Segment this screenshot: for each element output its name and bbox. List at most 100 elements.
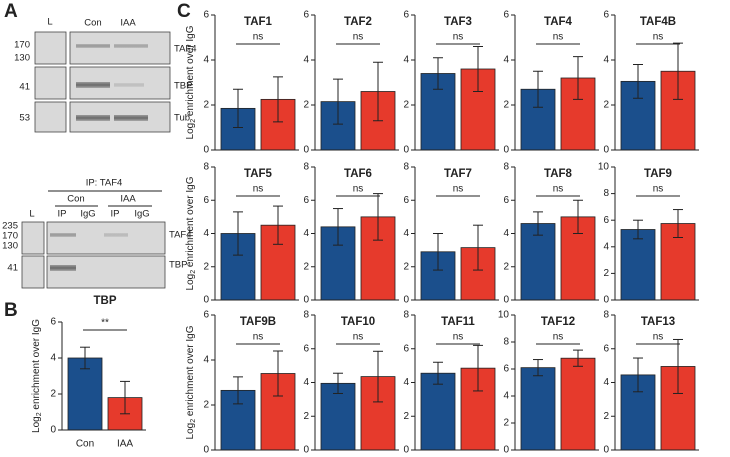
lane-label: IAA — [120, 18, 136, 29]
y-tick-label: 2 — [303, 411, 309, 422]
chart-title: TAF4 — [544, 16, 573, 28]
error-bar — [633, 357, 643, 393]
lane-label: L — [47, 17, 52, 28]
y-tick-label: 6 — [603, 343, 609, 354]
band — [76, 115, 110, 121]
y-tick-label: 0 — [403, 145, 409, 156]
y-tick-label: 2 — [303, 261, 309, 272]
blot-box — [46, 221, 166, 255]
chart-title: TAF4B — [640, 16, 676, 28]
error-bar — [233, 211, 243, 256]
significance: ns — [353, 332, 364, 343]
chart-title: TAF10 — [341, 316, 375, 328]
y-tick-label: 6 — [603, 215, 609, 226]
error-bar — [533, 359, 543, 377]
significance: ns — [253, 332, 264, 343]
y-tick-label: 4 — [203, 55, 209, 66]
x-tick-label: IAA — [117, 439, 133, 450]
error-bar — [333, 78, 343, 125]
y-tick-label: 2 — [50, 389, 56, 400]
y-tick-label: 8 — [403, 310, 409, 321]
y-tick-label: 6 — [503, 10, 509, 21]
y-tick-label: 2 — [603, 100, 609, 111]
y-tick-label: 4 — [503, 55, 509, 66]
significance: ** — [101, 318, 109, 329]
error-bar — [373, 61, 383, 122]
error-bar — [633, 219, 643, 240]
significance: ns — [453, 184, 464, 195]
y-tick-label: 2 — [203, 261, 209, 272]
significance: ns — [553, 32, 564, 43]
y-tick-label: 8 — [603, 310, 609, 321]
y-tick-label: 0 — [503, 445, 509, 456]
y-label-part: Log — [185, 423, 196, 440]
bar — [320, 382, 356, 451]
protein-label: TAF4 — [174, 44, 197, 55]
chart-title: TAF12 — [541, 316, 575, 328]
y-label-part: enrichment over IgG — [185, 176, 196, 270]
y-tick-label: 4 — [603, 377, 609, 388]
band — [114, 44, 148, 48]
y-tick-label: 0 — [303, 445, 309, 456]
y-label-part: enrichment over IgG — [31, 319, 42, 413]
group-label: IAA — [120, 194, 136, 205]
blot-box — [46, 255, 166, 289]
lane-label: L — [29, 209, 34, 220]
error-bar — [433, 361, 443, 385]
bar — [420, 372, 456, 451]
blot-box — [34, 31, 67, 65]
error-bar — [673, 42, 683, 100]
y-tick-label: 4 — [203, 355, 209, 366]
y-tick-label: 0 — [603, 445, 609, 456]
error-bar — [120, 380, 130, 415]
error-bar — [433, 233, 443, 271]
y-axis-label: Log2 enrichment over IgG — [31, 319, 43, 433]
y-tick-label: 6 — [303, 195, 309, 206]
y-tick-label: 8 — [603, 188, 609, 199]
band — [76, 44, 110, 48]
y-tick-label: 4 — [503, 228, 509, 239]
y-tick-label: 2 — [403, 100, 409, 111]
mw-label: 235 — [2, 221, 18, 232]
y-tick-label: 8 — [503, 337, 509, 348]
chart-title: TAF5 — [244, 168, 273, 180]
y-tick-label: 0 — [603, 145, 609, 156]
error-bar — [333, 208, 343, 246]
y-tick-label: 0 — [303, 295, 309, 306]
y-tick-label: 6 — [503, 195, 509, 206]
error-bar — [573, 56, 583, 100]
y-tick-label: 8 — [303, 162, 309, 173]
significance: ns — [253, 184, 264, 195]
y-tick-label: 4 — [303, 55, 309, 66]
band — [50, 265, 76, 271]
significance: ns — [553, 184, 564, 195]
blot-box — [34, 101, 67, 133]
error-bar — [273, 350, 283, 397]
significance: ns — [653, 184, 664, 195]
lane-label: IP — [58, 209, 67, 220]
y-tick-label: 0 — [203, 145, 209, 156]
significance: ns — [653, 332, 664, 343]
y-tick-label: 6 — [403, 195, 409, 206]
significance: ns — [353, 32, 364, 43]
y-tick-label: 2 — [203, 400, 209, 411]
y-tick-label: 6 — [603, 10, 609, 21]
chart-title: TAF8 — [544, 168, 573, 180]
lane-label: Con — [84, 18, 101, 29]
y-label-sub: 2 — [190, 419, 197, 423]
y-tick-label: 0 — [50, 425, 56, 436]
y-tick-label: 6 — [303, 10, 309, 21]
y-label-part: Log — [185, 123, 196, 140]
chart-title: TAF1 — [244, 16, 273, 28]
y-tick-label: 2 — [503, 100, 509, 111]
y-tick-label: 0 — [303, 145, 309, 156]
bar — [560, 357, 596, 451]
y-tick-label: 4 — [303, 228, 309, 239]
error-bar — [373, 193, 383, 241]
chart-title: TAF6 — [344, 168, 372, 180]
error-bar — [273, 76, 283, 123]
error-bar — [673, 209, 683, 238]
y-tick-label: 0 — [403, 445, 409, 456]
error-bar — [573, 349, 583, 367]
significance: ns — [553, 332, 564, 343]
